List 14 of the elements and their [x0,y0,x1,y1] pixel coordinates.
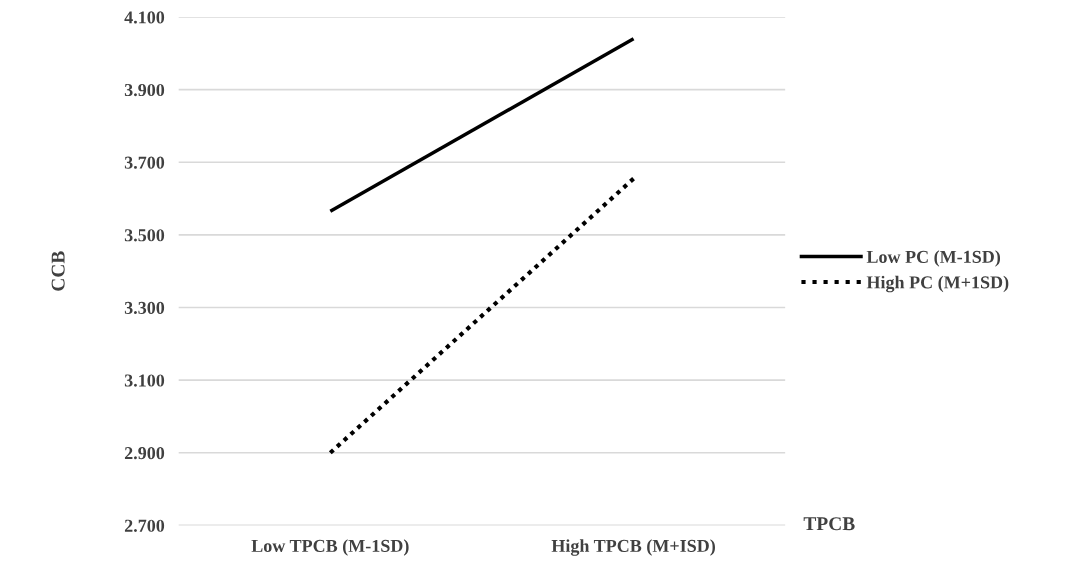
y-tick-label: 2.900 [124,447,165,460]
legend-label: High PC (M+1SD) [866,275,1009,293]
y-tick-label: 3.700 [124,156,165,169]
y-tick-label: 3.500 [124,229,165,242]
y-axis-title: CCB [51,251,65,291]
legend-label: Low PC (M-1SD) [866,250,1001,267]
y-tick-label: 4.100 [124,11,165,24]
x-tick-label: High TPCB (M+ISD) [551,539,715,556]
y-tick-label: 3.300 [124,301,165,315]
x-tick-label: Low TPCB (M-1SD) [251,539,409,556]
y-tick-label: 2.700 [124,519,165,532]
y-tick-label: 3.900 [124,83,165,97]
x-axis-title: TPCB [803,517,855,531]
y-tick-label: 3.100 [124,374,165,387]
